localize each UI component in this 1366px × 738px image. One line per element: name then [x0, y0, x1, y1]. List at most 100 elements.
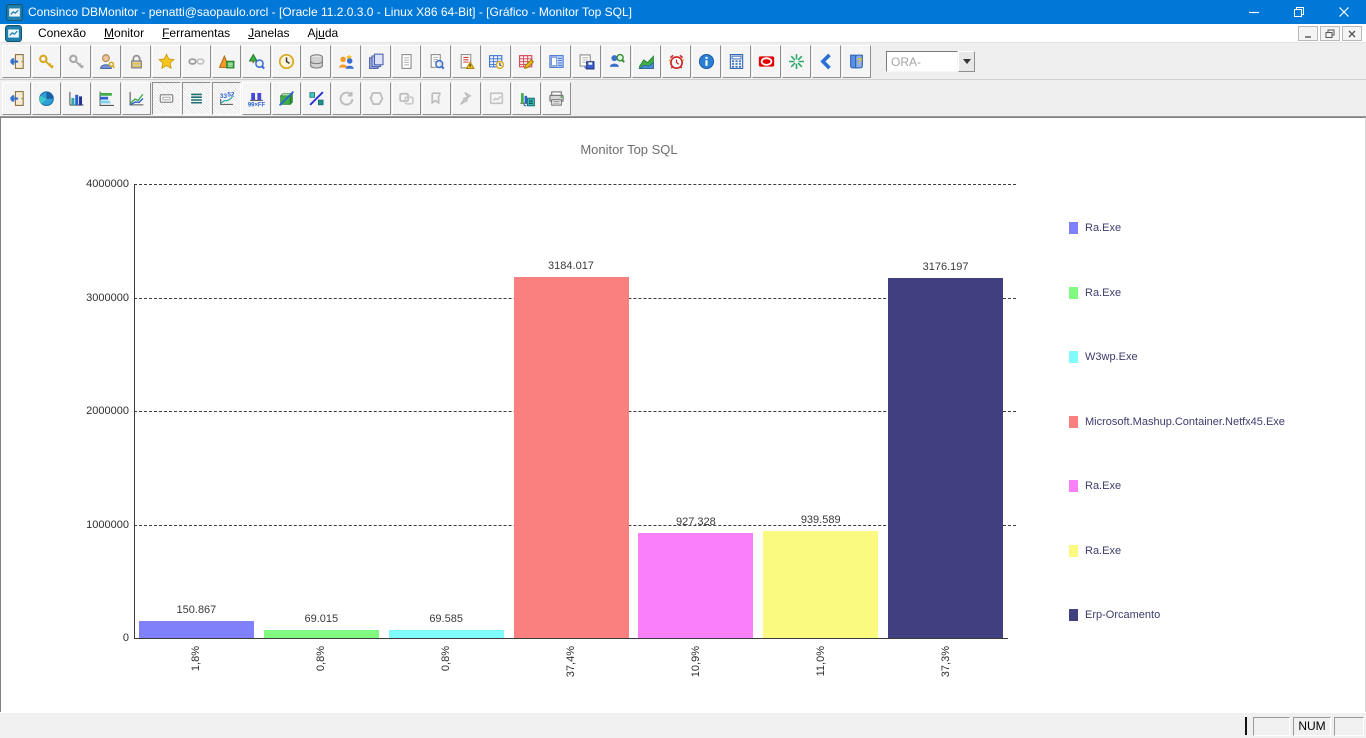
- close-button[interactable]: [1321, 0, 1366, 24]
- bar: [138, 620, 254, 638]
- bar-percent-label: 10,9%: [689, 646, 702, 678]
- mdi-close-icon: [1348, 30, 1356, 37]
- chart-3d-icon: [278, 90, 295, 107]
- key-gray-button[interactable]: [62, 44, 91, 78]
- help-book-icon: ?: [848, 53, 865, 70]
- database-button[interactable]: [302, 44, 331, 78]
- oracle-button[interactable]: [752, 44, 781, 78]
- document-alert-button[interactable]: [452, 44, 481, 78]
- bar-value-label: 69.585: [429, 613, 463, 626]
- document-search-button[interactable]: [422, 44, 451, 78]
- ora-error-combobox[interactable]: ORA-: [886, 50, 975, 72]
- bar: [513, 276, 629, 638]
- table-clock-button[interactable]: [482, 44, 511, 78]
- axis-values-icon: 33 52: [218, 90, 235, 107]
- pin-button: [452, 81, 481, 115]
- users-sessions-icon: [338, 53, 355, 70]
- bar-chart-button[interactable]: [62, 81, 91, 115]
- menu-conexo[interactable]: Conexão: [38, 26, 87, 40]
- alarm-clock-button[interactable]: [662, 44, 691, 78]
- chart-wizard-button[interactable]: [212, 44, 241, 78]
- bar-value-label: 3184.017: [548, 259, 594, 272]
- chart-wizard-icon: [218, 53, 235, 70]
- close-icon: [1338, 7, 1349, 17]
- clock-button[interactable]: [272, 44, 301, 78]
- menu-monitor[interactable]: Monitor: [104, 26, 145, 40]
- legend-marker: [1069, 480, 1078, 492]
- ora-combo-value[interactable]: ORA-: [886, 50, 958, 72]
- star-button[interactable]: [152, 44, 181, 78]
- menu-ferramentas[interactable]: Ferramentas: [162, 26, 231, 40]
- key-gold-button[interactable]: [32, 44, 61, 78]
- ora-combo-dropdown-button[interactable]: [958, 50, 975, 72]
- statusbar: NUM: [0, 712, 1366, 738]
- line-chart-button[interactable]: [122, 81, 151, 115]
- lock-icon: [128, 53, 145, 70]
- minimize-icon: [1248, 11, 1259, 14]
- bar-value-label: 150.867: [176, 603, 217, 616]
- clock-icon: [278, 53, 295, 70]
- area-chart-button[interactable]: [632, 44, 661, 78]
- gridline: [134, 184, 1016, 185]
- toolbar-chart: 33 52 99×FF: [0, 80, 1366, 117]
- printer-button[interactable]: [542, 81, 571, 115]
- bar-percent-label: 0,8%: [440, 646, 453, 672]
- lock-button[interactable]: [122, 44, 151, 78]
- chart-client-area: Monitor Top SQL 0 1000000 2000000 3000000 40…: [0, 117, 1366, 712]
- mdi-restore-button[interactable]: [1320, 26, 1340, 41]
- document-alert-icon: [458, 53, 475, 70]
- exit-door-button[interactable]: [2, 44, 31, 78]
- burst-button[interactable]: [782, 44, 811, 78]
- bar-percent-label: 37,4%: [565, 646, 577, 678]
- legend-toggle-button[interactable]: [182, 81, 211, 115]
- users-sessions-button[interactable]: [332, 44, 361, 78]
- marks-toggle-button[interactable]: [152, 81, 181, 115]
- mdi-minimize-button[interactable]: [1298, 26, 1318, 41]
- mdi-close-button[interactable]: [1342, 26, 1362, 41]
- menu-janelas[interactable]: Janelas: [248, 26, 290, 40]
- documents-stack-button[interactable]: [362, 44, 391, 78]
- help-book-button[interactable]: ?: [842, 44, 871, 78]
- document-button[interactable]: [392, 44, 421, 78]
- bar-value-label: 3176.197: [922, 260, 969, 273]
- table-edit-button[interactable]: [512, 44, 541, 78]
- bar-values-button[interactable]: 99×FF: [242, 81, 271, 115]
- minimize-button[interactable]: [1231, 0, 1276, 24]
- legend-marker: [1069, 544, 1078, 557]
- list-panel-button[interactable]: [542, 44, 571, 78]
- link-broken-icon: [188, 53, 205, 70]
- oracle-icon: [758, 53, 775, 70]
- window-title: Consinco DBMonitor - penatti@saopaulo.or…: [28, 5, 633, 19]
- key-gold-icon: [38, 53, 55, 70]
- export-chart-button[interactable]: [512, 81, 541, 115]
- tree-search-button[interactable]: [242, 44, 271, 78]
- list-panel-icon: [548, 53, 565, 70]
- exit-door-button[interactable]: [2, 81, 31, 115]
- hbar-chart-button[interactable]: [92, 81, 121, 115]
- calculator-button[interactable]: [722, 44, 751, 78]
- mdi-restore-icon: [1325, 29, 1335, 38]
- info-button[interactable]: [692, 44, 721, 78]
- mdi-child-icon: [5, 25, 22, 42]
- user-key-button[interactable]: [92, 44, 121, 78]
- statusbar-pane-num: NUM: [1293, 717, 1331, 736]
- axis-values-button[interactable]: 33 52: [212, 81, 241, 115]
- restore-button[interactable]: [1276, 0, 1321, 24]
- user-search-button[interactable]: [602, 44, 631, 78]
- bar: [763, 531, 879, 638]
- link-broken-button[interactable]: [182, 44, 211, 78]
- menu-ajuda[interactable]: Ajuda: [307, 26, 339, 40]
- percent-3d-button[interactable]: [302, 81, 331, 115]
- bar-value-label: 69.015: [304, 613, 339, 626]
- chart-3d-button[interactable]: [272, 81, 301, 115]
- pie-chart-button[interactable]: [32, 81, 61, 115]
- table-edit-icon: [518, 53, 535, 70]
- bar-percent-label: 11,0%: [814, 646, 827, 677]
- list-save-button[interactable]: [572, 44, 601, 78]
- document-search-icon: [428, 53, 445, 70]
- bar: [263, 630, 379, 638]
- star-icon: [158, 52, 175, 70]
- bar-values-icon: 99×FF: [248, 90, 265, 107]
- chevron-left-button[interactable]: [812, 44, 841, 78]
- legend-label: Erp-Orcamento: [1085, 609, 1161, 621]
